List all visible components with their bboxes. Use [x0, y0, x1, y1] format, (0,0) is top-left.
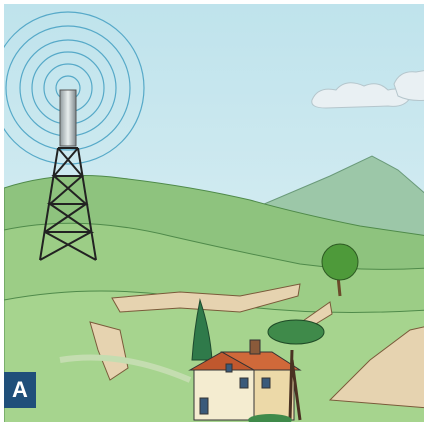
- canopy: [322, 244, 358, 280]
- window: [262, 378, 270, 388]
- mast: [60, 90, 76, 146]
- window: [240, 378, 248, 388]
- label: A: [12, 377, 28, 402]
- illustration: A: [0, 0, 428, 426]
- scene: [0, 4, 428, 426]
- door: [200, 398, 208, 414]
- canopy: [268, 320, 324, 344]
- house-side: [254, 370, 294, 420]
- chimney: [250, 340, 260, 354]
- bush: [248, 414, 292, 426]
- window: [226, 364, 232, 372]
